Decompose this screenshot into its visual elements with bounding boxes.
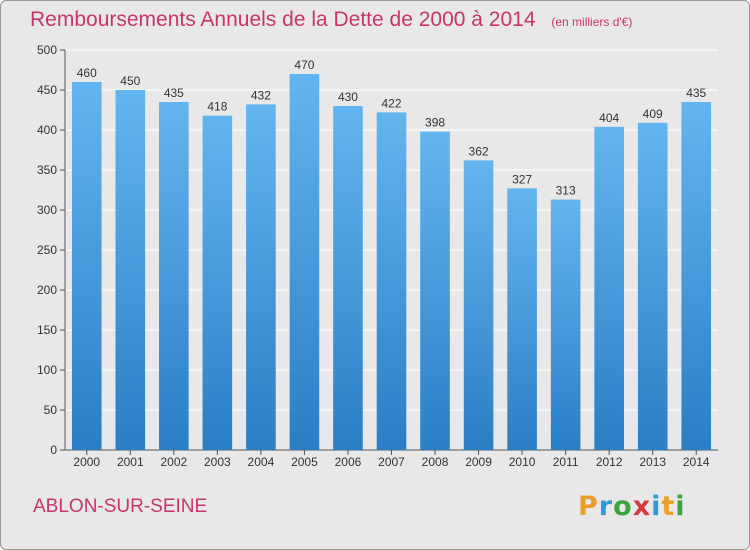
bar [159,102,189,450]
bar [550,199,581,450]
bar [463,160,494,450]
y-tick-label: 300 [37,203,57,217]
data-label: 362 [469,144,489,158]
x-tick-label: 2008 [422,455,449,469]
bar [420,131,450,450]
data-label: 409 [643,107,663,121]
x-tick-label: 2001 [117,455,144,469]
x-tick-label: 2003 [204,455,231,469]
y-tick-label: 500 [37,43,57,57]
data-label: 404 [599,111,619,125]
logo-letter: o [613,491,633,522]
data-label: 450 [120,74,140,88]
logo-letter: r [598,491,614,522]
x-tick-label: 2014 [683,455,710,469]
bar [202,115,233,450]
x-tick-label: 2005 [291,455,318,469]
bar [594,126,624,451]
x-tick-label: 2009 [465,455,492,469]
x-tick-label: 2000 [73,455,100,469]
bar [376,112,407,451]
place-name: ABLON-SUR-SEINE [33,496,208,517]
bar [681,102,712,450]
y-tick-label: 150 [37,323,57,337]
chart-subtitle: (en milliers d'€) [551,15,633,29]
data-label: 327 [512,172,532,186]
data-label: 432 [251,88,271,102]
y-tick-label: 350 [37,163,57,177]
x-tick-label: 2012 [596,455,623,469]
x-tick-label: 2007 [378,455,405,469]
x-tick-label: 2002 [160,455,187,469]
data-label: 430 [338,90,358,104]
data-label: 460 [77,66,97,80]
y-tick-label: 50 [44,403,58,417]
logo-letter: P [578,491,599,522]
data-label: 422 [381,96,401,110]
data-label: 398 [425,116,445,130]
proxiti-logo: Proxiti [578,491,686,522]
y-tick-label: 400 [37,123,57,137]
logo-letter: i [651,491,662,522]
y-tick-label: 100 [37,363,57,377]
x-tick-label: 2010 [509,455,536,469]
bar [289,74,320,450]
bar [637,122,668,451]
data-label: 470 [294,58,314,72]
bar [507,188,537,450]
bar [333,106,363,450]
chart-title-text: Remboursements Annuels de la Dette de 20… [30,8,536,31]
data-label: 313 [556,184,576,198]
bar [246,104,276,451]
y-tick-label: 0 [50,443,57,457]
x-tick-label: 2006 [335,455,362,469]
y-tick-label: 250 [37,243,57,257]
bar [71,82,102,450]
bar [115,90,146,450]
x-tick-label: 2013 [639,455,666,469]
data-label: 435 [686,86,706,100]
x-tick-label: 2011 [553,455,579,469]
logo-letter: x [632,491,652,522]
y-tick-label: 200 [37,283,57,297]
data-label: 435 [164,86,184,100]
data-label: 418 [207,100,227,114]
logo-letter: t [661,491,676,522]
y-tick-label: 450 [37,83,57,97]
x-tick-label: 2004 [248,455,275,469]
chart-title: Remboursements Annuels de la Dette de 20… [30,8,632,32]
logo-letter: i [675,491,686,522]
